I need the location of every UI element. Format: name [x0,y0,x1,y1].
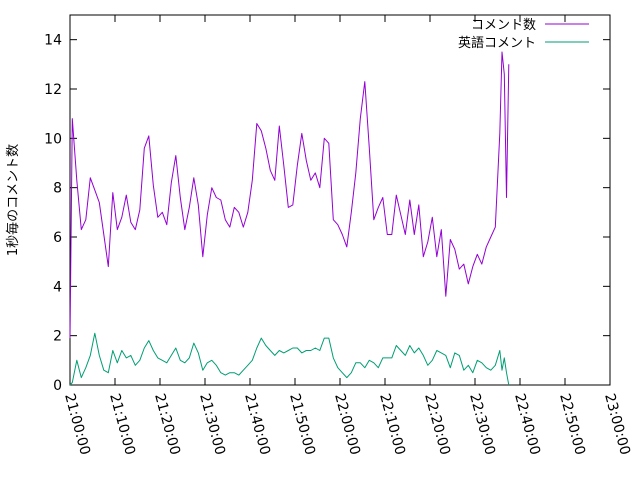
x-tick-label: 22:30:00 [466,392,498,457]
y-tick-label: 6 [53,230,62,246]
series-line-2 [69,332,510,386]
series-line-1 [69,51,510,339]
y-tick-label: 12 [44,82,62,98]
y-tick-label: 8 [53,181,62,197]
y-tick-label: 10 [44,131,62,147]
y-axis-label: 1秒毎のコメント数 [5,144,21,256]
x-tick-label: 22:40:00 [511,392,543,457]
x-tick-label: 21:10:00 [106,392,138,457]
plot-frame [69,14,611,386]
x-tick-label: 23:00:00 [601,392,633,457]
x-tick-label: 21:20:00 [151,392,183,457]
y-tick-label: 4 [53,279,62,295]
x-tick-label: 21:40:00 [241,392,273,457]
x-tick-label: 22:00:00 [331,392,363,457]
y-tick-label: 14 [44,33,62,49]
x-tick-label: 21:30:00 [196,392,228,457]
legend-label-2: 英語コメント [458,35,536,51]
y-tick-label: 0 [53,378,62,394]
legend-label-1: コメント数 [471,18,536,33]
x-tick-label: 21:50:00 [286,392,318,457]
x-tick-label: 22:20:00 [421,392,453,457]
x-tick-label: 21:00:00 [61,392,93,457]
x-tick-label: 22:50:00 [556,392,588,457]
x-tick-label: 22:10:00 [376,392,408,457]
y-tick-label: 2 [53,329,62,345]
